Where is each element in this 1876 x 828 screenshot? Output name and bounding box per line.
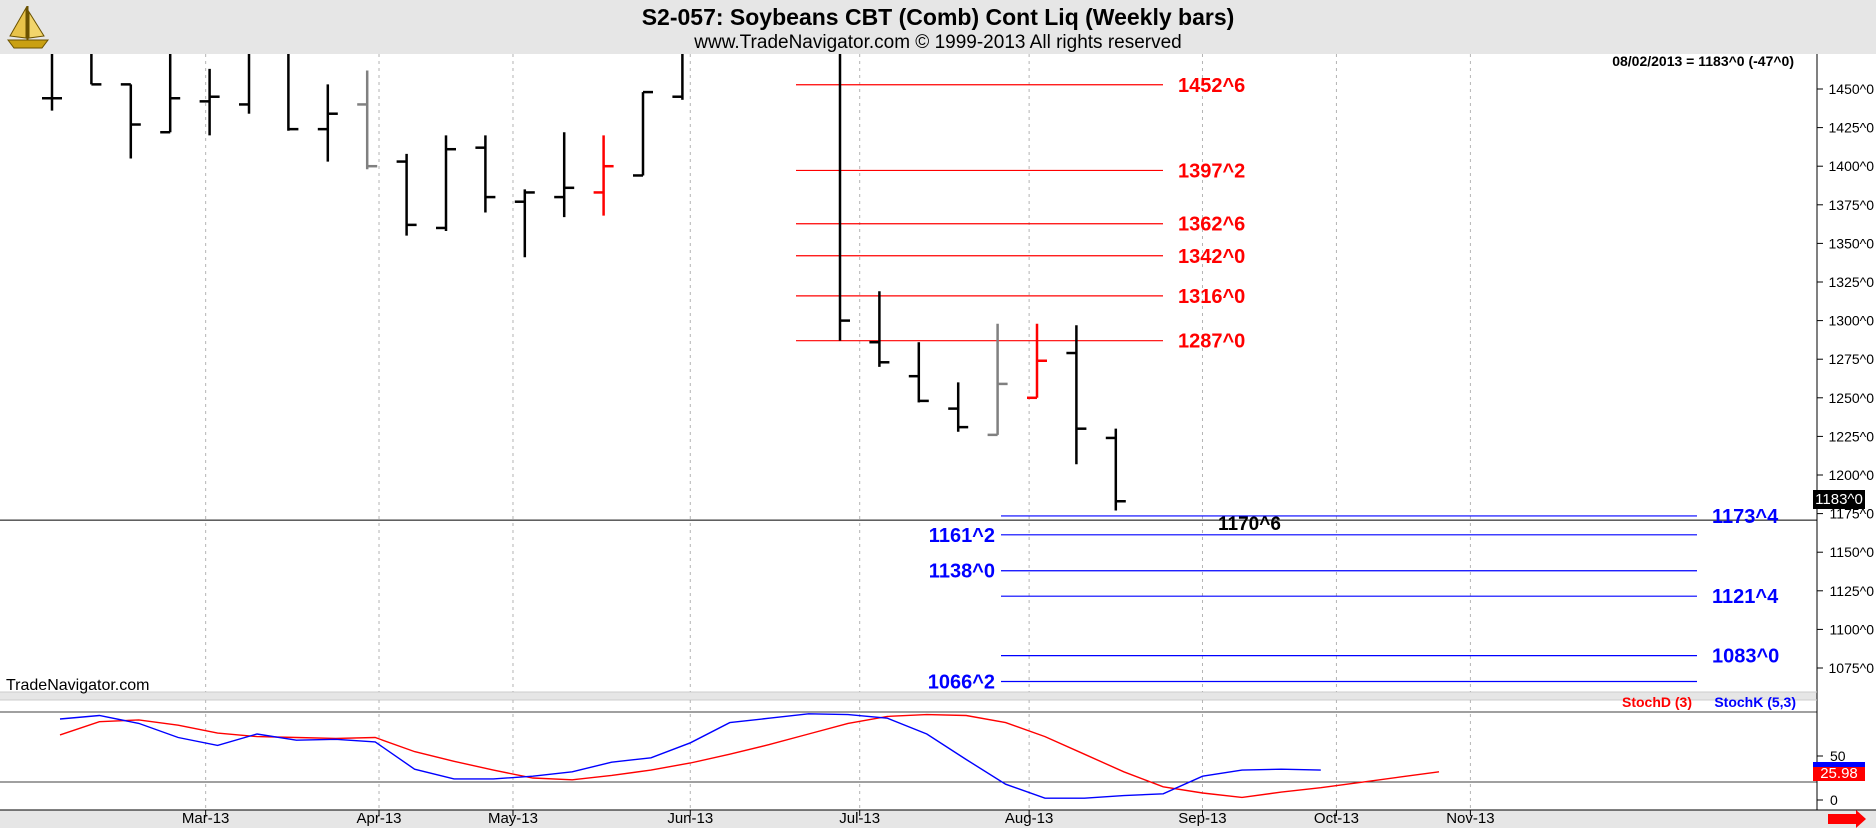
y-tick-label: 1400^0 <box>1829 158 1875 174</box>
stochK-line <box>59 713 1321 799</box>
y-tick-label: 1325^0 <box>1829 274 1875 290</box>
x-tick-label: Jun-13 <box>667 810 713 827</box>
last-quote-readout: 08/02/2013 = 1183^0 (-47^0) <box>1612 53 1794 69</box>
current-price-tag-box <box>1813 490 1865 509</box>
support-label: 1161^2 <box>929 525 995 547</box>
y-tick-label: 1200^0 <box>1829 467 1875 483</box>
y-tick-label: 1075^0 <box>1829 660 1875 676</box>
resistance-label: 1287^0 <box>1178 331 1245 353</box>
stoch-y-tick-label: 0 <box>1830 792 1838 808</box>
copyright-subtitle: www.TradeNavigator.com © 1999-2013 All r… <box>694 32 1182 53</box>
support-label: 1066^2 <box>928 672 995 694</box>
support-label: 1121^4 <box>1712 586 1779 608</box>
y-tick-label: 1100^0 <box>1830 621 1875 637</box>
resistance-label: 1362^6 <box>1178 214 1245 236</box>
resistance-label: 1342^0 <box>1178 246 1245 268</box>
y-tick-label: 1275^0 <box>1829 351 1875 367</box>
current-price-tag: 1183^0 <box>1815 491 1863 508</box>
legend-stochD: StochD (3) <box>1622 694 1692 710</box>
support-label: 1173^4 <box>1712 506 1779 528</box>
price-panel <box>0 54 1817 692</box>
resistance-label: 1316^0 <box>1178 286 1245 308</box>
y-tick-label: 1375^0 <box>1829 197 1875 213</box>
x-tick-label: Aug-13 <box>1005 810 1053 827</box>
y-tick-label: 1175^0 <box>1830 506 1875 522</box>
y-tick-label: 1300^0 <box>1829 313 1875 329</box>
right-arrow-icon[interactable] <box>1824 810 1866 828</box>
y-tick-label: 1250^0 <box>1829 390 1875 406</box>
y-axis-area <box>1817 54 1876 810</box>
resistance-label: 1397^2 <box>1178 160 1245 182</box>
x-tick-label: Oct-13 <box>1314 810 1359 827</box>
support-label: 1138^0 <box>929 561 995 583</box>
x-tick-label: Mar-13 <box>182 810 230 827</box>
stochD-line <box>59 713 1440 799</box>
y-tick-label: 1225^0 <box>1829 428 1875 444</box>
x-tick-label: Nov-13 <box>1446 810 1494 827</box>
y-tick-label: 1150^0 <box>1830 544 1875 560</box>
chart-title: S2-057: Soybeans CBT (Comb) Cont Liq (We… <box>641 4 1235 30</box>
legend-stochK: StochK (5,3) <box>1714 694 1796 710</box>
y-tick-label: 1425^0 <box>1829 120 1875 136</box>
x-tick-label: May-13 <box>488 810 538 827</box>
y-tick-label: 1450^0 <box>1829 81 1875 97</box>
x-tick-label: Sep-13 <box>1178 810 1226 827</box>
y-tick-label: 1350^0 <box>1829 235 1875 251</box>
annotation-label: 1170^6 <box>1218 514 1281 535</box>
resistance-label: 1452^6 <box>1178 75 1245 97</box>
stoch-value-tag-stripe <box>1813 762 1865 767</box>
stoch-value-tag: 25.98 <box>1820 765 1858 782</box>
stochastic-panel <box>0 700 1817 810</box>
stoch-y-tick-label: 50 <box>1830 748 1846 764</box>
y-tick-label: 1125^0 <box>1830 583 1875 599</box>
watermark-text: TradeNavigator.com <box>6 677 149 694</box>
x-tick-label: Jul-13 <box>839 810 880 827</box>
support-label: 1083^0 <box>1712 646 1779 668</box>
sailing-ship-logo-icon <box>2 2 54 52</box>
x-tick-label: Apr-13 <box>357 810 402 827</box>
